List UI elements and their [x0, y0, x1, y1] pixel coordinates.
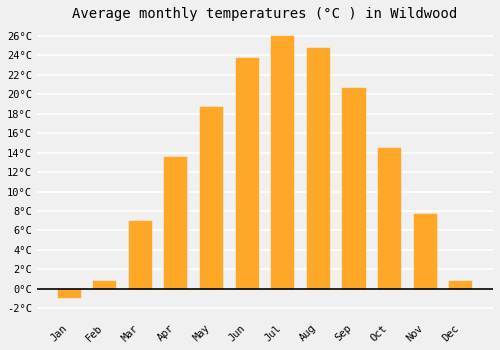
Bar [200, 107, 223, 289]
Bar [378, 148, 401, 289]
Title: Average monthly temperatures (°C ) in Wildwood: Average monthly temperatures (°C ) in Wi… [72, 7, 458, 21]
Bar [414, 214, 436, 289]
Bar [58, 289, 80, 299]
Bar [128, 220, 152, 289]
Bar [342, 88, 365, 289]
Bar [271, 36, 294, 289]
Bar [236, 58, 258, 289]
Bar [307, 48, 330, 289]
Bar [164, 158, 188, 289]
Bar [449, 281, 472, 289]
Bar [93, 281, 116, 289]
